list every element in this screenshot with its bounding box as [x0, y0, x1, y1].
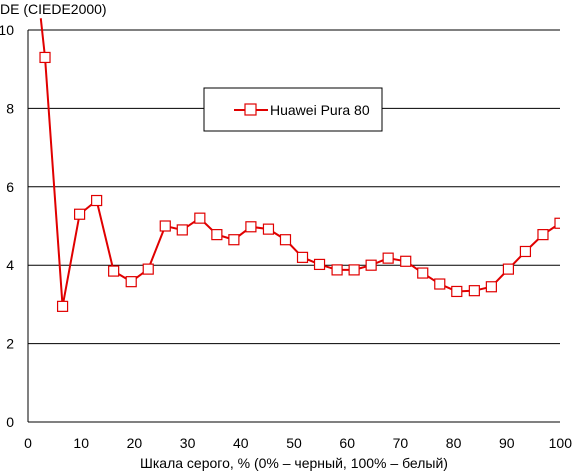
- data-point: [537, 229, 549, 241]
- y-tick-label: 4: [6, 257, 14, 273]
- x-tick-label: 70: [393, 435, 409, 451]
- x-axis-label: Шкала серого, % (0% – черный, 100% – бел…: [140, 455, 448, 471]
- grid-lines: [28, 29, 560, 345]
- plot-area: [39, 18, 560, 312]
- data-point: [485, 281, 497, 293]
- data-point: [211, 229, 223, 241]
- data-point: [245, 221, 257, 233]
- x-tick-label: 80: [446, 435, 462, 451]
- data-point: [417, 267, 429, 279]
- legend-label: Huawei Pura 80: [270, 102, 370, 118]
- x-tick-label: 100: [549, 435, 573, 451]
- x-tick-label: 60: [339, 435, 355, 451]
- data-point: [382, 252, 394, 264]
- legend-box: [203, 87, 383, 132]
- data-point: [142, 263, 154, 275]
- x-tick-label: 20: [127, 435, 143, 451]
- x-tick-label: 40: [233, 435, 249, 451]
- y-tick-label: 0: [6, 414, 14, 430]
- x-tick-label: 10: [73, 435, 89, 451]
- data-point: [125, 276, 137, 288]
- data-point: [194, 212, 206, 224]
- data-point: [365, 259, 377, 271]
- data-point: [519, 245, 532, 258]
- x-tick-labels: 0 10 20 30 40 50 60 70 80 90 100: [24, 435, 572, 451]
- data-point: [279, 234, 292, 246]
- data-point: [262, 223, 275, 235]
- data-point: [176, 224, 188, 236]
- data-point: [468, 285, 480, 297]
- y-tick-labels: 0 2 4 6 8 10: [0, 22, 14, 430]
- series-markers: [39, 51, 560, 312]
- y-axis-label: DE (CIEDE2000): [0, 1, 107, 17]
- data-point: [400, 255, 412, 267]
- data-point: [434, 278, 446, 290]
- y-tick-label: 8: [6, 100, 14, 116]
- data-point: [331, 264, 343, 276]
- data-point: [348, 264, 360, 276]
- data-point: [313, 258, 326, 271]
- data-point: [554, 217, 560, 229]
- x-tick-label: 30: [180, 435, 196, 451]
- y-tick-label: 6: [6, 179, 14, 195]
- data-point: [296, 251, 309, 263]
- data-point: [228, 234, 240, 246]
- series-line: [39, 18, 560, 307]
- legend-marker: [244, 103, 257, 116]
- data-point: [39, 51, 51, 64]
- x-tick-label: 90: [499, 435, 515, 451]
- x-tick-label: 50: [286, 435, 302, 451]
- data-point: [73, 208, 86, 220]
- data-point: [159, 220, 171, 232]
- data-point: [91, 194, 103, 207]
- y-tick-label: 10: [0, 22, 14, 38]
- data-point: [108, 265, 120, 277]
- data-point: [56, 300, 69, 312]
- data-point: [502, 263, 514, 275]
- data-point: [451, 285, 463, 298]
- x-tick-label: 0: [24, 435, 32, 451]
- legend: Huawei Pura 80: [203, 87, 383, 132]
- y-tick-label: 2: [6, 336, 14, 352]
